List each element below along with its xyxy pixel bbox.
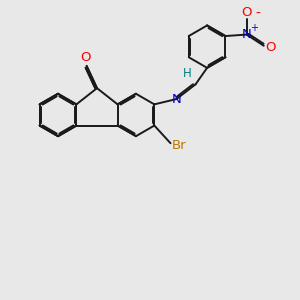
Text: N: N xyxy=(242,28,251,41)
Text: -: - xyxy=(255,7,260,21)
Text: Br: Br xyxy=(172,139,187,152)
Text: +: + xyxy=(250,23,258,33)
Text: O: O xyxy=(242,6,252,19)
Text: N: N xyxy=(172,93,181,106)
Text: O: O xyxy=(265,41,275,54)
Text: H: H xyxy=(183,67,192,80)
Text: O: O xyxy=(81,51,91,64)
